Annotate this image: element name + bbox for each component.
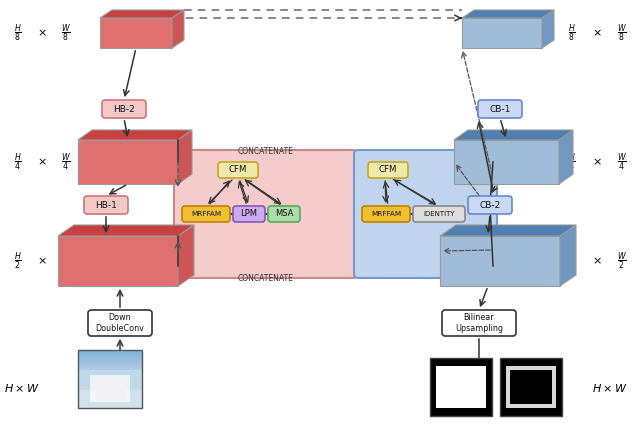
Text: HB-1: HB-1 <box>95 201 117 209</box>
Text: $\frac{W}{8}$: $\frac{W}{8}$ <box>617 22 627 44</box>
Text: Down
DoubleConv: Down DoubleConv <box>95 313 145 333</box>
Polygon shape <box>559 130 573 184</box>
Polygon shape <box>78 130 192 140</box>
FancyBboxPatch shape <box>354 150 497 278</box>
Text: CB-2: CB-2 <box>479 201 500 209</box>
Text: $\frac{W}{2}$: $\frac{W}{2}$ <box>617 250 627 272</box>
FancyBboxPatch shape <box>182 206 230 222</box>
FancyBboxPatch shape <box>368 162 408 178</box>
FancyBboxPatch shape <box>88 310 152 336</box>
Polygon shape <box>440 225 576 236</box>
Text: $\frac{H}{8}$: $\frac{H}{8}$ <box>568 22 576 44</box>
Text: $\times$: $\times$ <box>592 157 602 167</box>
Text: $\frac{H}{2}$: $\frac{H}{2}$ <box>14 250 22 272</box>
Polygon shape <box>78 140 178 184</box>
Text: $\frac{W}{2}$: $\frac{W}{2}$ <box>61 250 71 272</box>
Text: $\frac{W}{4}$: $\frac{W}{4}$ <box>617 151 627 173</box>
Polygon shape <box>560 225 576 286</box>
Text: Bilinear
Upsampling: Bilinear Upsampling <box>455 313 503 333</box>
Text: $H \times W$: $H \times W$ <box>4 382 40 394</box>
Text: $\frac{H}{8}$: $\frac{H}{8}$ <box>14 22 22 44</box>
Text: CFM: CFM <box>379 165 397 175</box>
Text: CONCATENATE: CONCATENATE <box>237 274 293 283</box>
FancyBboxPatch shape <box>102 100 146 118</box>
Polygon shape <box>454 130 573 140</box>
FancyBboxPatch shape <box>478 100 522 118</box>
FancyBboxPatch shape <box>233 206 265 222</box>
Polygon shape <box>58 236 178 286</box>
Polygon shape <box>542 10 554 48</box>
Polygon shape <box>178 130 192 184</box>
Polygon shape <box>100 10 184 18</box>
Text: MRFFAM: MRFFAM <box>371 211 401 217</box>
Polygon shape <box>178 225 194 286</box>
FancyBboxPatch shape <box>218 162 258 178</box>
Bar <box>500 358 562 416</box>
Text: $\times$: $\times$ <box>37 28 47 38</box>
Text: MSA: MSA <box>275 209 293 219</box>
Text: CONCATENATE: CONCATENATE <box>237 147 293 156</box>
FancyBboxPatch shape <box>268 206 300 222</box>
Text: $\frac{W}{8}$: $\frac{W}{8}$ <box>61 22 71 44</box>
Polygon shape <box>462 10 554 18</box>
Text: $\frac{H}{4}$: $\frac{H}{4}$ <box>14 151 22 173</box>
FancyBboxPatch shape <box>84 196 128 214</box>
Text: CB-1: CB-1 <box>490 104 511 114</box>
Text: $\frac{W}{4}$: $\frac{W}{4}$ <box>61 151 71 173</box>
Text: LPM: LPM <box>241 209 257 219</box>
Polygon shape <box>58 225 194 236</box>
FancyBboxPatch shape <box>413 206 465 222</box>
FancyBboxPatch shape <box>442 310 516 336</box>
FancyBboxPatch shape <box>468 196 512 214</box>
Bar <box>78 350 142 408</box>
Text: $\times$: $\times$ <box>37 256 47 266</box>
FancyBboxPatch shape <box>174 150 357 278</box>
Polygon shape <box>462 18 542 48</box>
Text: IDENTITY: IDENTITY <box>423 211 455 217</box>
FancyBboxPatch shape <box>362 206 410 222</box>
Text: $\times$: $\times$ <box>592 256 602 266</box>
Text: $\times$: $\times$ <box>592 28 602 38</box>
Polygon shape <box>172 10 184 48</box>
Bar <box>430 358 492 416</box>
Polygon shape <box>100 18 172 48</box>
Text: $\times$: $\times$ <box>37 157 47 167</box>
Text: $\frac{H}{2}$: $\frac{H}{2}$ <box>568 250 576 272</box>
Text: HB-2: HB-2 <box>113 104 135 114</box>
Text: MRFFAM: MRFFAM <box>191 211 221 217</box>
Polygon shape <box>440 236 560 286</box>
Polygon shape <box>454 140 559 184</box>
Text: CFM: CFM <box>228 165 247 175</box>
Text: $H \times W$: $H \times W$ <box>592 382 628 394</box>
Text: $\frac{H}{4}$: $\frac{H}{4}$ <box>568 151 576 173</box>
